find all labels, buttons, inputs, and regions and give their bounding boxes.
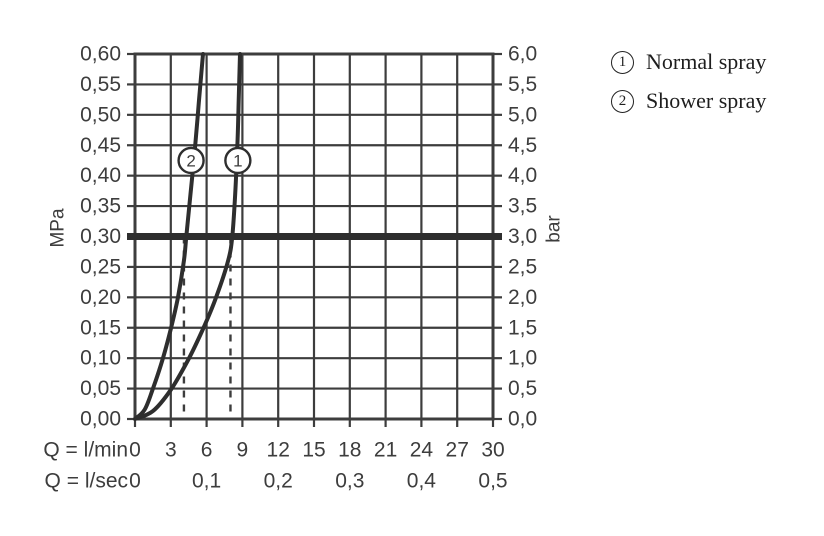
left-axis-tick-label: 0,50 xyxy=(80,103,121,126)
x-axis-tick-label: 3 xyxy=(165,439,177,462)
right-axis-tick-label: 3,5 xyxy=(508,195,537,218)
x-axis-tick-label: 12 xyxy=(267,439,290,462)
x-axis-tick-label: 18 xyxy=(338,439,361,462)
left-axis-tick-label: 0,20 xyxy=(80,286,121,309)
x-axis-lsec-tick-label: 0 xyxy=(129,470,141,493)
x-axis-tick-label: 21 xyxy=(374,439,397,462)
left-axis-tick-label: 0,00 xyxy=(80,408,121,431)
right-axis-tick-label: 5,5 xyxy=(508,73,537,96)
left-axis-tick-label: 0,35 xyxy=(80,195,121,218)
left-axis-tick-label: 0,45 xyxy=(80,134,121,157)
curve-normal-spray xyxy=(133,52,242,421)
left-axis-tick-label: 0,60 xyxy=(80,43,121,66)
left-axis-tick-label: 0,25 xyxy=(80,255,121,278)
right-axis-tick-label: 2,0 xyxy=(508,286,537,309)
legend-label-normal-spray: Normal spray xyxy=(646,49,767,74)
x-axis-tick-label: 6 xyxy=(201,439,213,462)
x-axis-lsec-tick-label: 0,1 xyxy=(192,470,221,493)
x-axis-tick-label: 15 xyxy=(302,439,325,462)
legend-item-normal-spray: 1 Normal spray xyxy=(611,49,766,75)
right-axis-tick-label: 2,5 xyxy=(508,255,537,278)
right-axis-tick-label: 0,0 xyxy=(508,408,537,431)
x-axis-tick-label: 9 xyxy=(237,439,249,462)
x-axis-tick-label: 27 xyxy=(446,439,469,462)
left-axis-tick-label: 0,15 xyxy=(80,316,121,339)
legend: 1 Normal spray 2 Shower spray xyxy=(611,49,766,114)
curve-marker-number-1: 1 xyxy=(233,151,242,170)
x-axis-lmin-row-label: Q = l/min xyxy=(43,439,128,462)
left-axis-tick-label: 0,10 xyxy=(80,347,121,370)
x-axis-lsec-tick-label: 0,2 xyxy=(264,470,293,493)
curve-marker-circle-2 xyxy=(177,146,205,175)
right-axis-tick-label: 6,0 xyxy=(508,43,537,66)
legend-label-shower-spray: Shower spray xyxy=(646,88,767,113)
x-axis-tick-label: 30 xyxy=(481,439,504,462)
left-axis-unit-label: MPa xyxy=(48,208,69,248)
legend-marker-1-icon: 1 xyxy=(611,50,634,74)
legend-marker-2-icon: 2 xyxy=(611,89,634,113)
right-axis-tick-label: 0,5 xyxy=(508,377,537,400)
right-axis-tick-label: 4,5 xyxy=(508,134,537,157)
right-axis-tick-label: 1,5 xyxy=(508,316,537,339)
axis-tick-labels: 0 3 6 9 12 15 18 21 24 27 300,60 6,00,55 5,50,50 5,00… xyxy=(80,43,537,493)
axis-ticks xyxy=(127,52,502,427)
left-axis-tick-label: 0,30 xyxy=(80,225,121,248)
right-axis-unit-label: bar xyxy=(544,215,565,243)
legend-item-shower-spray: 2 Shower spray xyxy=(611,88,766,114)
right-axis-tick-label: 4,0 xyxy=(508,164,537,187)
left-axis-tick-label: 0,40 xyxy=(80,164,121,187)
left-axis-tick-label: 0,05 xyxy=(80,377,121,400)
curve-marker-circle-1 xyxy=(224,146,252,175)
x-axis-tick-label: 0 xyxy=(129,439,141,462)
right-axis-tick-label: 3,0 xyxy=(508,225,537,248)
curve-marker-number-2: 2 xyxy=(186,151,195,170)
x-axis-lsec-tick-label: 0,5 xyxy=(478,470,507,493)
x-axis-lsec-tick-label: 0,3 xyxy=(335,470,364,493)
x-axis-lsec-tick-label: 0,4 xyxy=(407,470,437,493)
left-axis-tick-label: 0,55 xyxy=(80,73,121,96)
right-axis-tick-label: 5,0 xyxy=(508,103,537,126)
x-axis-lsec-row-label: Q = l/sec xyxy=(45,470,128,493)
x-axis-tick-label: 24 xyxy=(410,439,434,462)
right-axis-tick-label: 1,0 xyxy=(508,347,537,370)
